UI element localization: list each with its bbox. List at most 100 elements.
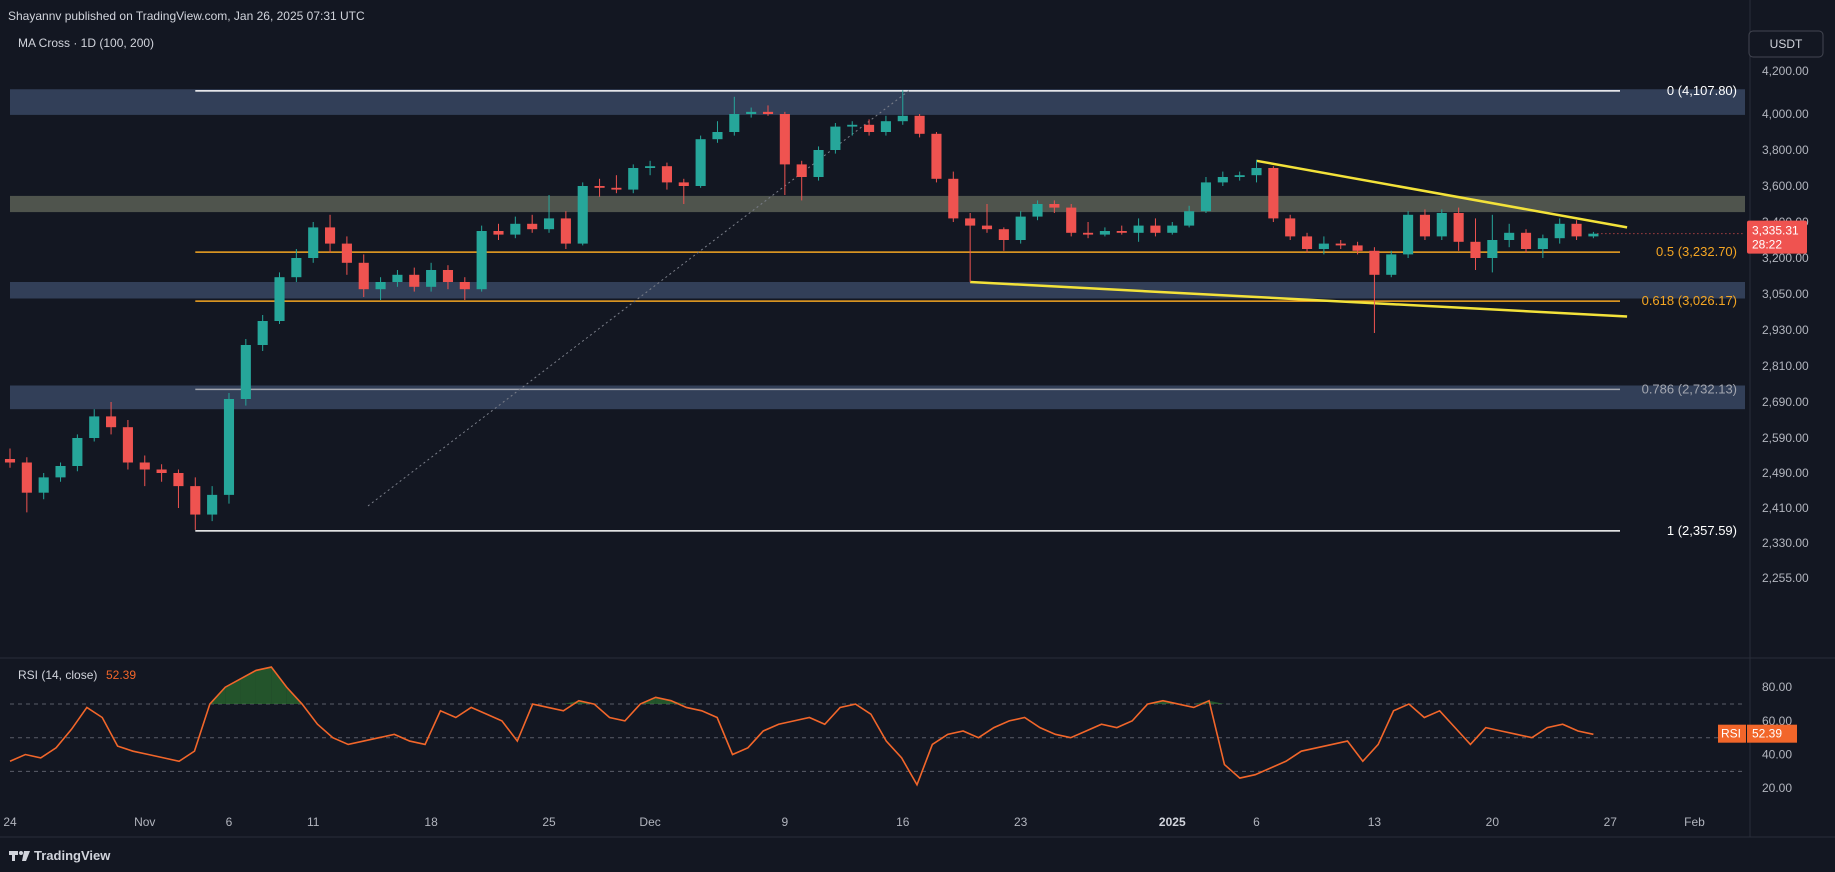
candle	[931, 132, 942, 183]
fib-level-label: 0.5 (3,232.70)	[1656, 244, 1737, 259]
date-tick-label: 16	[896, 815, 910, 829]
price-tick-label: 3,050.00	[1762, 287, 1809, 301]
date-tick-label: 11	[307, 815, 320, 829]
candle	[1116, 225, 1127, 235]
candle	[1032, 200, 1043, 221]
candle	[729, 96, 740, 136]
candle-body	[1369, 250, 1380, 275]
candle-body	[897, 115, 908, 122]
candle	[38, 473, 49, 500]
upper-trendline	[1256, 159, 1628, 229]
candle-body	[1083, 232, 1094, 235]
candle	[1285, 214, 1296, 240]
candle	[594, 178, 605, 197]
candle-body	[223, 399, 235, 495]
candle	[257, 315, 268, 351]
tradingview-logo[interactable]: TradingView	[9, 848, 111, 863]
rsi-tick-label: 40.00	[1762, 748, 1792, 762]
candle-body	[409, 274, 420, 287]
current-price-label: 3,335.31	[1752, 224, 1799, 238]
candle-body	[274, 277, 285, 321]
currency-button-label: USDT	[1770, 37, 1803, 51]
candle	[762, 105, 774, 116]
rsi-value-label: 52.39	[1752, 727, 1782, 741]
date-tick-label: 13	[1368, 815, 1382, 829]
price-tick-label: 2,930.00	[1762, 323, 1809, 337]
candle-body	[1167, 225, 1178, 233]
candle-body	[1520, 232, 1532, 249]
candle-body	[493, 231, 504, 235]
candle-body	[1436, 213, 1447, 237]
candle	[1049, 200, 1060, 213]
candle	[1015, 211, 1026, 244]
candle	[510, 216, 521, 239]
date-tick-label: 20	[1486, 815, 1500, 829]
candle	[1520, 229, 1532, 253]
rsi-tick-label: 80.00	[1762, 680, 1792, 694]
candle-body	[476, 231, 487, 290]
price-tick-label: 2,810.00	[1762, 359, 1809, 373]
candle-body	[1268, 168, 1279, 219]
candle-body	[1032, 204, 1043, 217]
candle-body	[4, 459, 16, 463]
candle-body	[1116, 231, 1127, 233]
price-tick-label: 4,000.00	[1762, 107, 1809, 121]
rsi-tick-label: 20.00	[1762, 781, 1792, 795]
candle-body	[426, 270, 437, 287]
candle	[1268, 166, 1279, 222]
candle-body	[594, 186, 605, 188]
candle	[1554, 218, 1565, 244]
candle-body	[21, 462, 32, 493]
date-tick-label: 23	[1014, 815, 1028, 829]
rsi-legend: RSI (14, close) 52.39	[18, 668, 136, 682]
candle	[1184, 205, 1195, 228]
rsi-value-badge	[1747, 724, 1797, 743]
candle-body	[459, 282, 470, 290]
candle-body	[257, 321, 268, 345]
candle	[1217, 171, 1228, 186]
price-tick-label: 2,410.00	[1762, 501, 1809, 515]
candle-body	[948, 178, 959, 219]
candle	[560, 211, 571, 249]
currency-button-frame	[1748, 30, 1824, 58]
candle-body	[1217, 177, 1228, 183]
candle	[156, 464, 167, 482]
candle-body	[1066, 207, 1077, 233]
candle	[426, 262, 437, 292]
candle-body	[1015, 216, 1026, 240]
candle	[1318, 236, 1329, 255]
candle	[392, 270, 403, 287]
rsi-overbought-fill	[655, 697, 672, 705]
candle	[1301, 232, 1313, 253]
candle	[1066, 204, 1077, 237]
candle	[796, 160, 807, 201]
candle	[1487, 214, 1498, 273]
candle	[543, 195, 555, 233]
candle-body	[661, 166, 672, 183]
rsi-overbought-fill	[271, 667, 287, 705]
candle-body	[1470, 241, 1481, 258]
currency-button[interactable]: USDT	[1748, 30, 1824, 58]
candle	[1133, 218, 1144, 242]
candle-body	[779, 114, 790, 165]
candle	[1335, 240, 1346, 249]
candle	[207, 486, 218, 522]
candle	[324, 214, 336, 253]
rsi-overbought-fill	[1209, 700, 1225, 705]
date-tick-label: Feb	[1684, 815, 1705, 829]
price-tick-label: 3,800.00	[1762, 143, 1809, 157]
candle	[375, 277, 386, 300]
candle	[1571, 220, 1582, 240]
candle	[813, 146, 824, 181]
candle-body	[55, 466, 66, 478]
candle	[695, 135, 706, 188]
candle-body	[1285, 218, 1296, 237]
candle	[779, 111, 790, 195]
candle-body	[796, 164, 807, 177]
candle	[1588, 231, 1599, 239]
candle-body	[847, 124, 858, 127]
fib-level-label: 1 (2,357.59)	[1667, 523, 1737, 538]
candle	[1470, 218, 1481, 270]
